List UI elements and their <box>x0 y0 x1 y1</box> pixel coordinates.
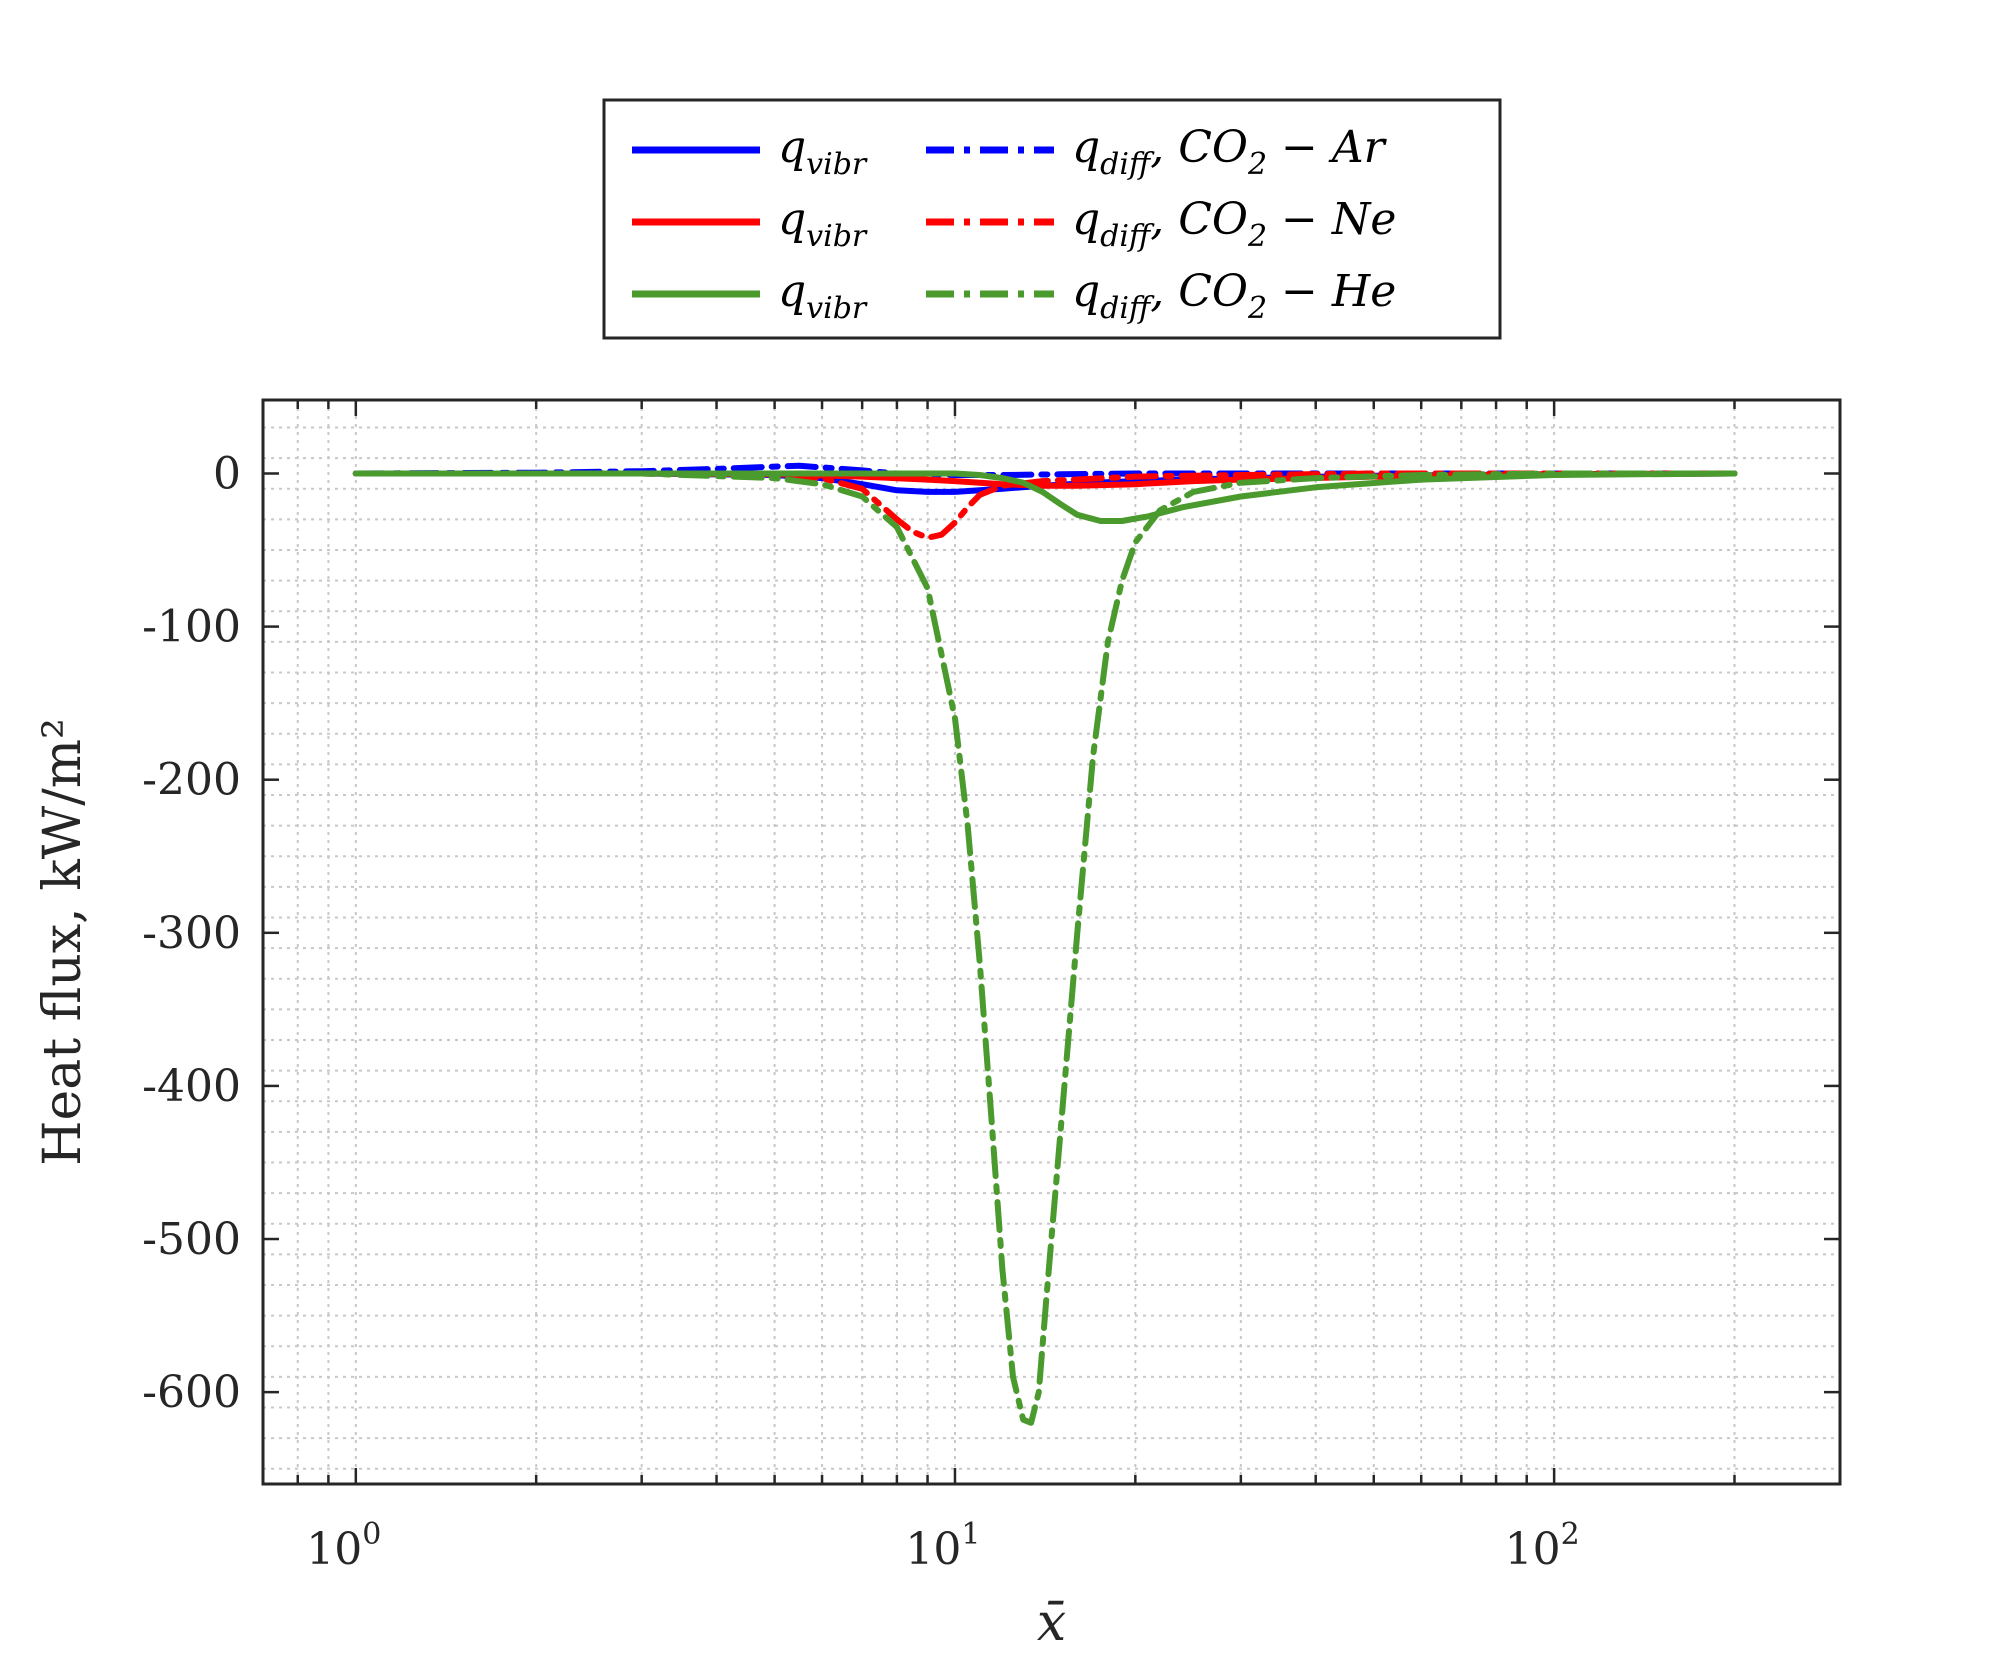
y-tick-label: 0 <box>213 448 241 499</box>
legend-label-5: qvibr <box>778 266 868 326</box>
x-tick-label: 100 <box>306 1517 381 1575</box>
legend-label-1: qvibr <box>778 122 868 182</box>
x-axis-title: x̄ <box>1037 1593 1066 1653</box>
series-group <box>352 462 1738 1426</box>
axis-ticks <box>261 400 1840 1484</box>
grid <box>262 400 1840 1484</box>
y-axis-title: Heat flux, kW/m² <box>33 718 93 1166</box>
legend: qvibr qdiff, CO2 − Ar qvibr qdiff, CO2 − Ne… <box>602 98 1502 340</box>
series-line-4 <box>352 470 1738 541</box>
legend-label-6: qdiff, CO2 − He <box>1072 266 1396 326</box>
series-line-6 <box>352 470 1738 1426</box>
legend-label-4: qdiff, CO2 − Ne <box>1072 194 1396 254</box>
legend-label-2: qdiff, CO2 − Ar <box>1072 122 1388 182</box>
x-tick-label: 101 <box>905 1517 980 1575</box>
y-tick-label: -400 <box>142 1061 241 1112</box>
legend-label-3: qvibr <box>778 194 868 254</box>
y-tick-label: -600 <box>142 1367 241 1418</box>
x-tick-label: 102 <box>1505 1517 1580 1575</box>
plot-frame <box>261 398 1842 1486</box>
y-tick-label: -500 <box>142 1214 241 1265</box>
tick-labels: 0 -100 -200 -300 -400 -500 -600 100 101 102 <box>142 448 1580 1575</box>
series-line-5 <box>352 470 1738 524</box>
y-tick-label: -200 <box>142 755 241 806</box>
y-tick-label: -100 <box>142 602 241 653</box>
y-tick-label: -300 <box>142 908 241 959</box>
